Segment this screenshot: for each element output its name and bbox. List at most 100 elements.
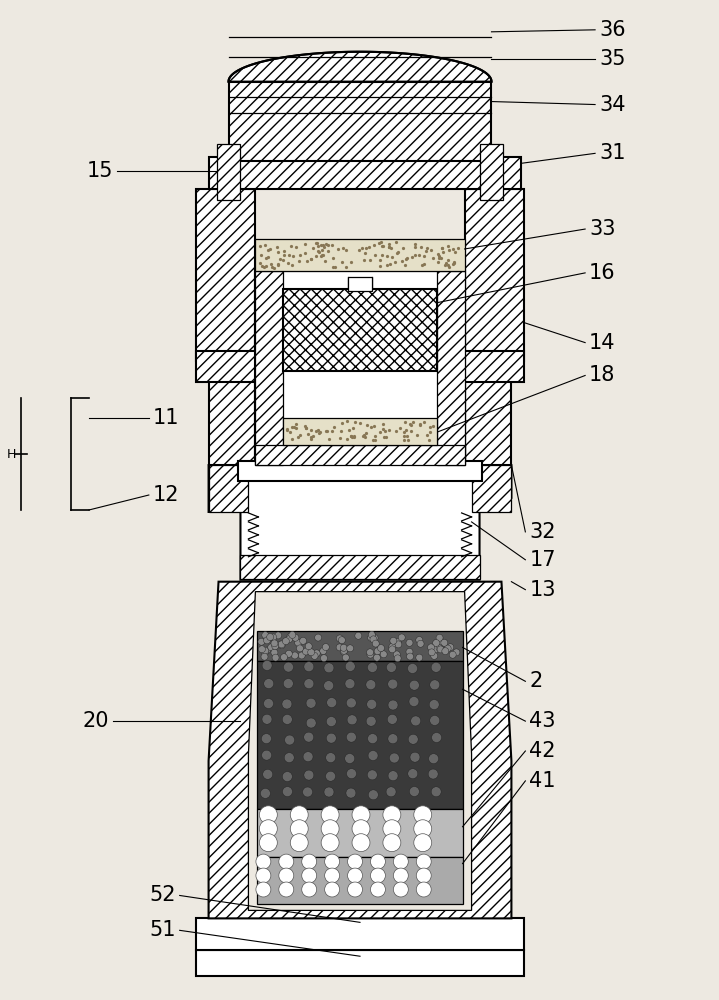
Circle shape bbox=[380, 651, 387, 658]
Text: 17: 17 bbox=[529, 550, 556, 570]
Circle shape bbox=[262, 647, 269, 654]
Circle shape bbox=[284, 753, 294, 763]
Circle shape bbox=[383, 820, 400, 838]
Circle shape bbox=[326, 698, 336, 708]
Circle shape bbox=[441, 639, 448, 646]
Circle shape bbox=[429, 769, 438, 779]
Circle shape bbox=[446, 644, 454, 651]
Circle shape bbox=[302, 882, 316, 897]
Text: 14: 14 bbox=[589, 333, 615, 353]
Circle shape bbox=[267, 644, 275, 651]
Polygon shape bbox=[255, 271, 464, 465]
Circle shape bbox=[436, 645, 443, 652]
Circle shape bbox=[352, 806, 370, 824]
Circle shape bbox=[271, 640, 278, 647]
Circle shape bbox=[325, 854, 339, 869]
Circle shape bbox=[272, 643, 279, 650]
Circle shape bbox=[431, 733, 441, 743]
Circle shape bbox=[393, 868, 408, 883]
Circle shape bbox=[336, 644, 343, 651]
Circle shape bbox=[390, 753, 399, 763]
Circle shape bbox=[414, 834, 431, 852]
Circle shape bbox=[344, 754, 354, 764]
Circle shape bbox=[321, 834, 339, 852]
Circle shape bbox=[352, 820, 370, 838]
Circle shape bbox=[429, 700, 439, 710]
Text: 20: 20 bbox=[83, 711, 109, 731]
Circle shape bbox=[367, 634, 375, 641]
Circle shape bbox=[347, 715, 357, 725]
Circle shape bbox=[367, 770, 377, 780]
Circle shape bbox=[262, 660, 272, 670]
Circle shape bbox=[302, 868, 316, 883]
Circle shape bbox=[417, 640, 424, 647]
Circle shape bbox=[367, 651, 374, 658]
Circle shape bbox=[270, 634, 277, 641]
Circle shape bbox=[416, 637, 423, 644]
Circle shape bbox=[406, 648, 413, 655]
Text: 43: 43 bbox=[529, 711, 556, 731]
Circle shape bbox=[272, 654, 279, 661]
Circle shape bbox=[442, 648, 449, 655]
Polygon shape bbox=[249, 592, 472, 910]
Circle shape bbox=[260, 834, 278, 852]
Circle shape bbox=[303, 648, 309, 655]
Circle shape bbox=[414, 820, 431, 838]
Circle shape bbox=[279, 868, 294, 883]
Text: 52: 52 bbox=[150, 885, 175, 905]
Polygon shape bbox=[472, 465, 511, 512]
Circle shape bbox=[389, 646, 395, 653]
Circle shape bbox=[406, 639, 413, 646]
Circle shape bbox=[341, 647, 347, 654]
Polygon shape bbox=[209, 157, 521, 189]
Circle shape bbox=[285, 735, 295, 745]
Circle shape bbox=[394, 639, 401, 646]
Circle shape bbox=[285, 650, 293, 657]
Circle shape bbox=[300, 637, 306, 644]
Circle shape bbox=[296, 645, 303, 652]
Polygon shape bbox=[257, 857, 462, 904]
Circle shape bbox=[290, 834, 308, 852]
Circle shape bbox=[308, 649, 315, 656]
Circle shape bbox=[340, 648, 347, 655]
Circle shape bbox=[306, 698, 316, 708]
Polygon shape bbox=[283, 289, 436, 371]
Circle shape bbox=[416, 854, 431, 869]
Circle shape bbox=[279, 882, 294, 897]
Circle shape bbox=[388, 714, 398, 724]
Circle shape bbox=[313, 650, 320, 657]
Circle shape bbox=[408, 664, 418, 673]
Polygon shape bbox=[196, 950, 524, 976]
Text: 42: 42 bbox=[529, 741, 556, 761]
Circle shape bbox=[388, 734, 398, 744]
Circle shape bbox=[302, 854, 316, 869]
Circle shape bbox=[414, 806, 431, 824]
Text: 32: 32 bbox=[529, 522, 556, 542]
Circle shape bbox=[267, 634, 274, 641]
Polygon shape bbox=[240, 555, 480, 579]
Circle shape bbox=[347, 854, 362, 869]
Polygon shape bbox=[257, 809, 462, 857]
Circle shape bbox=[292, 634, 299, 641]
Circle shape bbox=[394, 655, 401, 662]
Text: 35: 35 bbox=[599, 49, 626, 69]
Circle shape bbox=[256, 882, 271, 897]
Text: 2: 2 bbox=[529, 671, 543, 691]
Circle shape bbox=[444, 645, 452, 652]
Circle shape bbox=[437, 638, 444, 645]
Circle shape bbox=[383, 834, 400, 852]
Circle shape bbox=[389, 643, 395, 650]
Text: 12: 12 bbox=[153, 485, 179, 505]
Circle shape bbox=[295, 639, 301, 646]
Circle shape bbox=[369, 631, 375, 638]
Circle shape bbox=[260, 788, 270, 798]
Circle shape bbox=[306, 718, 316, 728]
Circle shape bbox=[347, 698, 357, 708]
Circle shape bbox=[324, 663, 334, 673]
Circle shape bbox=[367, 699, 377, 709]
Circle shape bbox=[410, 752, 420, 762]
Polygon shape bbox=[239, 461, 482, 481]
Text: 13: 13 bbox=[529, 580, 556, 600]
Text: 15: 15 bbox=[86, 161, 113, 181]
Circle shape bbox=[430, 715, 440, 725]
